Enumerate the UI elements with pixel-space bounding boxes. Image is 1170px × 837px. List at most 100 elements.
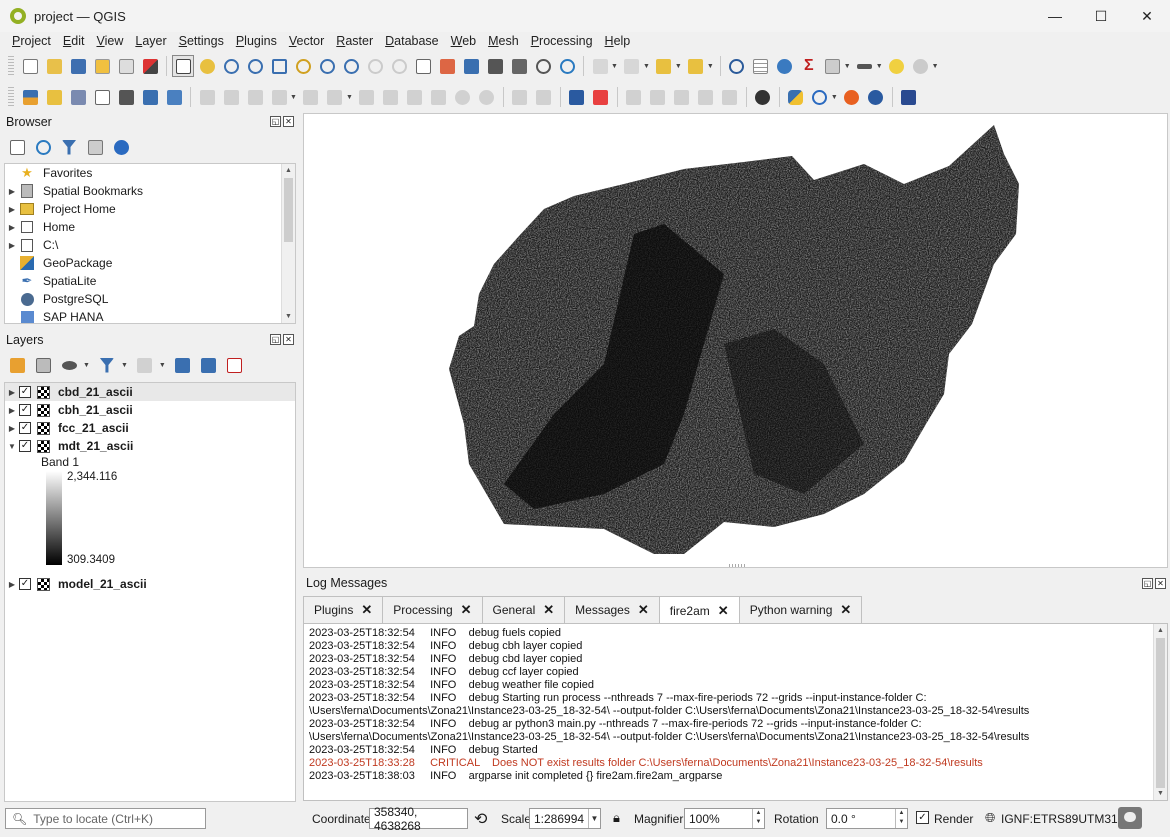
spin-arrows-icon[interactable]: ▲ ▼ bbox=[752, 809, 764, 828]
collapse-all-button[interactable] bbox=[85, 136, 105, 158]
vertex-tool-button[interactable] bbox=[300, 86, 322, 108]
scroll-up-icon[interactable]: ▲ bbox=[285, 167, 292, 174]
digitize-button[interactable] bbox=[268, 86, 290, 108]
chevron-down-icon[interactable]: ▼ bbox=[611, 62, 618, 70]
float-panel-icon[interactable]: ◱ bbox=[270, 116, 281, 127]
expand-arrow-icon[interactable]: ▶ bbox=[8, 222, 16, 232]
menu-mesh[interactable]: Mesh bbox=[488, 34, 519, 48]
clock-button[interactable] bbox=[532, 55, 554, 77]
chevron-down-icon[interactable]: ▼ bbox=[706, 62, 714, 70]
browser-item-project-home[interactable]: ▶ Project Home bbox=[5, 200, 295, 218]
locator-search-input[interactable]: 🔍︎ Type to locate (Ctrl+K) bbox=[5, 808, 206, 829]
add-selected-layers-button[interactable] bbox=[7, 136, 27, 158]
close-tab-icon[interactable]: ✕ bbox=[637, 602, 649, 617]
layer-item[interactable]: ▼ ✓ mdt_21_ascii bbox=[5, 437, 295, 455]
show-bookmarks-button[interactable] bbox=[508, 55, 530, 77]
chevron-down-icon[interactable]: ▼ bbox=[290, 93, 297, 101]
layer-diagram-button[interactable] bbox=[590, 86, 612, 108]
browser-item-favorites[interactable]: ★ Favorites bbox=[5, 164, 295, 182]
browser-item-sap-hana[interactable]: SAP HANA bbox=[5, 308, 295, 323]
menu-vector[interactable]: Vector bbox=[288, 34, 325, 48]
filter-legend-button[interactable] bbox=[97, 354, 117, 376]
new-3d-view-button[interactable] bbox=[436, 55, 458, 77]
properties-button[interactable] bbox=[111, 136, 131, 158]
remove-layer-button[interactable] bbox=[225, 354, 245, 376]
minimize-button[interactable]: — bbox=[1048, 8, 1062, 24]
menu-processing[interactable]: Processing bbox=[530, 34, 593, 48]
print-layout-button[interactable] bbox=[115, 55, 137, 77]
expand-arrow-icon[interactable]: ▶ bbox=[8, 186, 16, 196]
reload-plugin-button[interactable] bbox=[809, 86, 831, 108]
close-panel-icon[interactable]: ✕ bbox=[1155, 578, 1166, 589]
zoom-full-button[interactable] bbox=[268, 55, 290, 77]
menu-view[interactable]: View bbox=[96, 34, 124, 48]
rotate-label-button[interactable] bbox=[647, 86, 669, 108]
browser-item-home[interactable]: ▶ Home bbox=[5, 218, 295, 236]
manage-visibility-button[interactable] bbox=[59, 354, 79, 376]
maximize-button[interactable]: ☐ bbox=[1094, 7, 1108, 24]
zoom-in-button[interactable] bbox=[220, 55, 242, 77]
fire2am-plugin-button[interactable] bbox=[752, 86, 774, 108]
scale-combobox[interactable]: 1:286994 ▼ bbox=[529, 808, 601, 829]
chevron-down-icon[interactable]: ▼ bbox=[875, 62, 883, 70]
close-tab-icon[interactable]: ✕ bbox=[840, 602, 852, 617]
browser-item-geopackage[interactable]: GeoPackage bbox=[5, 254, 295, 272]
menu-layer[interactable]: Layer bbox=[135, 34, 167, 48]
map-tips-button[interactable] bbox=[886, 55, 908, 77]
log-output[interactable]: 2023-03-25T18:32:54 INFO debug fuels cop… bbox=[303, 623, 1168, 801]
add-wms-button[interactable] bbox=[115, 86, 137, 108]
plugin-globe-button[interactable] bbox=[865, 86, 887, 108]
menu-help[interactable]: Help bbox=[604, 34, 631, 48]
chevron-down-icon[interactable]: ▼ bbox=[843, 62, 851, 70]
table-view-button[interactable] bbox=[822, 55, 844, 77]
expand-arrow-icon[interactable]: ▶ bbox=[8, 423, 16, 433]
pan-to-selection-button[interactable] bbox=[196, 55, 218, 77]
float-panel-icon[interactable]: ◱ bbox=[1142, 578, 1153, 589]
tab-python-warning[interactable]: Python warning ✕ bbox=[738, 596, 863, 623]
bookmark-button[interactable] bbox=[484, 55, 506, 77]
spin-arrows-icon[interactable]: ▲ ▼ bbox=[895, 809, 907, 828]
settings-button[interactable] bbox=[910, 55, 932, 77]
change-label-button[interactable] bbox=[671, 86, 693, 108]
select-by-value-button[interactable] bbox=[621, 55, 643, 77]
save-edits-button[interactable] bbox=[244, 86, 266, 108]
browser-item-spatialite[interactable]: ✒ SpatiaLite bbox=[5, 272, 295, 290]
zoom-out-button[interactable] bbox=[244, 55, 266, 77]
pan-map-button[interactable] bbox=[172, 55, 194, 77]
attribute-table-button[interactable] bbox=[750, 55, 772, 77]
expand-all-button[interactable] bbox=[173, 354, 193, 376]
menu-database[interactable]: Database bbox=[385, 34, 439, 48]
add-vector-button[interactable] bbox=[43, 86, 65, 108]
render-checkbox[interactable]: ✓ bbox=[916, 811, 929, 824]
undo-button[interactable] bbox=[452, 86, 474, 108]
refresh-button[interactable] bbox=[556, 55, 578, 77]
scrollbar-thumb[interactable] bbox=[1156, 638, 1165, 788]
save-as-button[interactable] bbox=[91, 55, 113, 77]
zoom-selection-button[interactable] bbox=[292, 55, 314, 77]
fire-simulator-button[interactable] bbox=[841, 86, 863, 108]
label-properties-button[interactable] bbox=[719, 86, 741, 108]
open-project-button[interactable] bbox=[43, 55, 65, 77]
messages-icon[interactable] bbox=[1118, 807, 1142, 829]
save-project-button[interactable] bbox=[67, 55, 89, 77]
layer-visibility-checkbox[interactable]: ✓ bbox=[19, 578, 31, 590]
log-scrollbar[interactable]: ▲ ▼ bbox=[1153, 624, 1167, 800]
menu-settings[interactable]: Settings bbox=[178, 34, 224, 48]
help-button[interactable] bbox=[898, 86, 920, 108]
edit-table-button[interactable] bbox=[356, 86, 378, 108]
style-manager-button[interactable] bbox=[139, 55, 161, 77]
scrollbar-thumb[interactable] bbox=[284, 178, 293, 242]
browser-item-c-drive[interactable]: ▶ C:\ bbox=[5, 236, 295, 254]
move-label-button[interactable] bbox=[623, 86, 645, 108]
toggle-editing-button[interactable] bbox=[220, 86, 242, 108]
magnifier-spinbox[interactable]: 100% ▲ ▼ bbox=[684, 808, 765, 829]
chevron-down-icon[interactable]: ▼ bbox=[83, 361, 90, 369]
collapse-all-layers-button[interactable] bbox=[199, 354, 219, 376]
close-tab-icon[interactable]: ✕ bbox=[717, 602, 729, 618]
modify-attributes-button[interactable] bbox=[324, 86, 346, 108]
attribute-select-button[interactable] bbox=[685, 55, 707, 77]
toggle-extents-icon[interactable]: ⟲ bbox=[474, 811, 488, 828]
layer-visibility-checkbox[interactable]: ✓ bbox=[19, 404, 31, 416]
identify-button[interactable] bbox=[726, 55, 748, 77]
show-hide-labels-button[interactable] bbox=[695, 86, 717, 108]
